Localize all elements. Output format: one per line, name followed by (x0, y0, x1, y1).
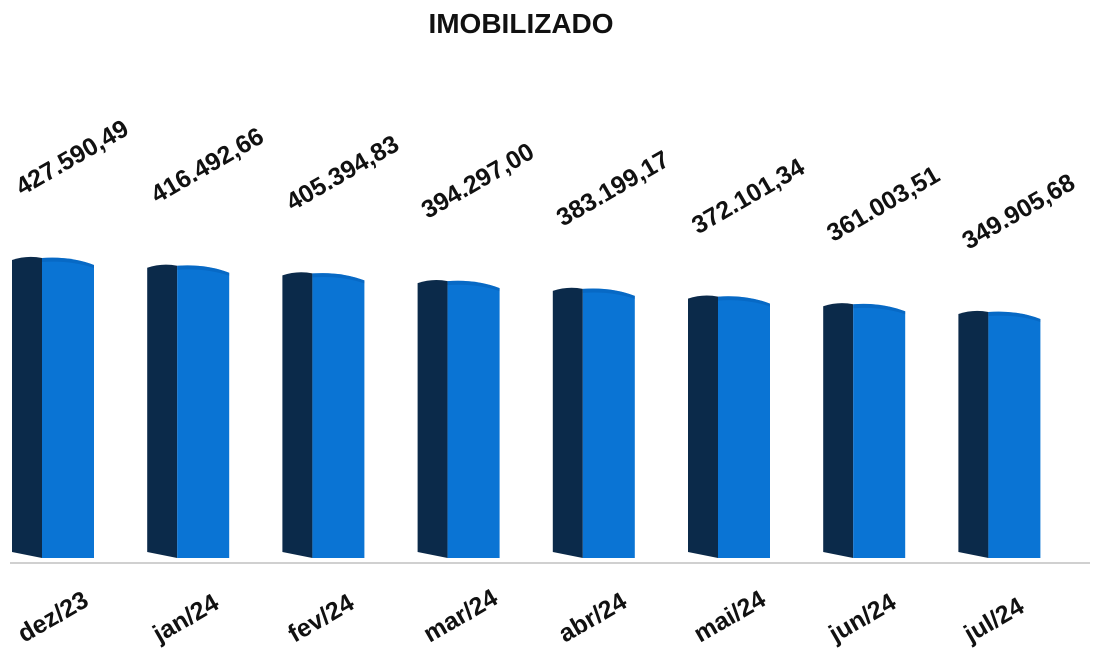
bar-top-edge (447, 280, 500, 292)
bar-front-face (177, 265, 230, 558)
x-tick-label-mar/24: mar/24 (419, 584, 503, 649)
bar-abr/24 (552, 287, 635, 558)
bar-dez/23 (12, 256, 94, 558)
bar-top-edge (718, 296, 770, 307)
bar-top-edge (582, 288, 635, 299)
x-tick-labels-group: dez/23 jan/24 fev/24 mar/24 abr/24 mai/24 jun/… (13, 584, 1029, 649)
bar-top-edge (177, 265, 230, 276)
data-label-dez/23: 427.590,49 (11, 114, 133, 201)
bar-front-face (718, 296, 770, 558)
data-label-jul/24: 349.905,68 (957, 168, 1079, 255)
data-label-jan/24: 416.492,66 (146, 122, 268, 209)
bar-jul/24 (958, 310, 1041, 558)
bar-side-face (417, 280, 448, 558)
bar-mai/24 (688, 295, 770, 558)
bar-side-face (12, 256, 42, 558)
bar-front-face (853, 303, 906, 558)
bar-side-face (688, 295, 718, 558)
bar-jun/24 (823, 303, 906, 558)
bars-group (12, 256, 1041, 558)
bar-mar/24 (417, 280, 500, 558)
data-label-abr/24: 383.199,17 (552, 145, 674, 232)
bar-top-edge (312, 273, 365, 284)
x-tick-label-jul/24: jul/24 (959, 592, 1029, 649)
bar-side-face (282, 272, 313, 558)
bar-front-face (582, 288, 635, 558)
x-tick-label-fev/24: fev/24 (283, 588, 358, 648)
data-label-mar/24: 394.297,00 (417, 138, 539, 225)
bar-side-face (552, 287, 583, 558)
bar-top-edge (42, 257, 94, 268)
bar-side-face (958, 310, 989, 558)
bar-top-edge (988, 311, 1041, 322)
bar-side-face (147, 264, 178, 558)
x-tick-label-jan/24: jan/24 (147, 588, 223, 648)
x-tick-label-jun/24: jun/24 (823, 588, 901, 649)
bar-front-face (988, 311, 1041, 558)
data-label-jun/24: 361.003,51 (822, 161, 944, 248)
bar-top-edge (853, 303, 906, 315)
bar-front-face (447, 280, 500, 558)
bar-front-face (312, 273, 365, 558)
data-label-fev/24: 405.394,83 (281, 130, 403, 217)
chart-title: IMOBILIZADO (428, 8, 613, 39)
bar-fev/24 (282, 272, 365, 558)
data-labels-group: 427.590,49 416.492,66 405.394,83 394.297,00… (11, 114, 1080, 255)
data-label-mai/24: 372.101,34 (687, 153, 809, 240)
bar-front-face (42, 257, 94, 558)
bar-jan/24 (147, 264, 230, 558)
bar-side-face (823, 303, 854, 558)
x-tick-label-mai/24: mai/24 (689, 585, 770, 648)
x-tick-label-abr/24: abr/24 (554, 587, 632, 648)
x-tick-label-dez/23: dez/23 (13, 586, 93, 648)
